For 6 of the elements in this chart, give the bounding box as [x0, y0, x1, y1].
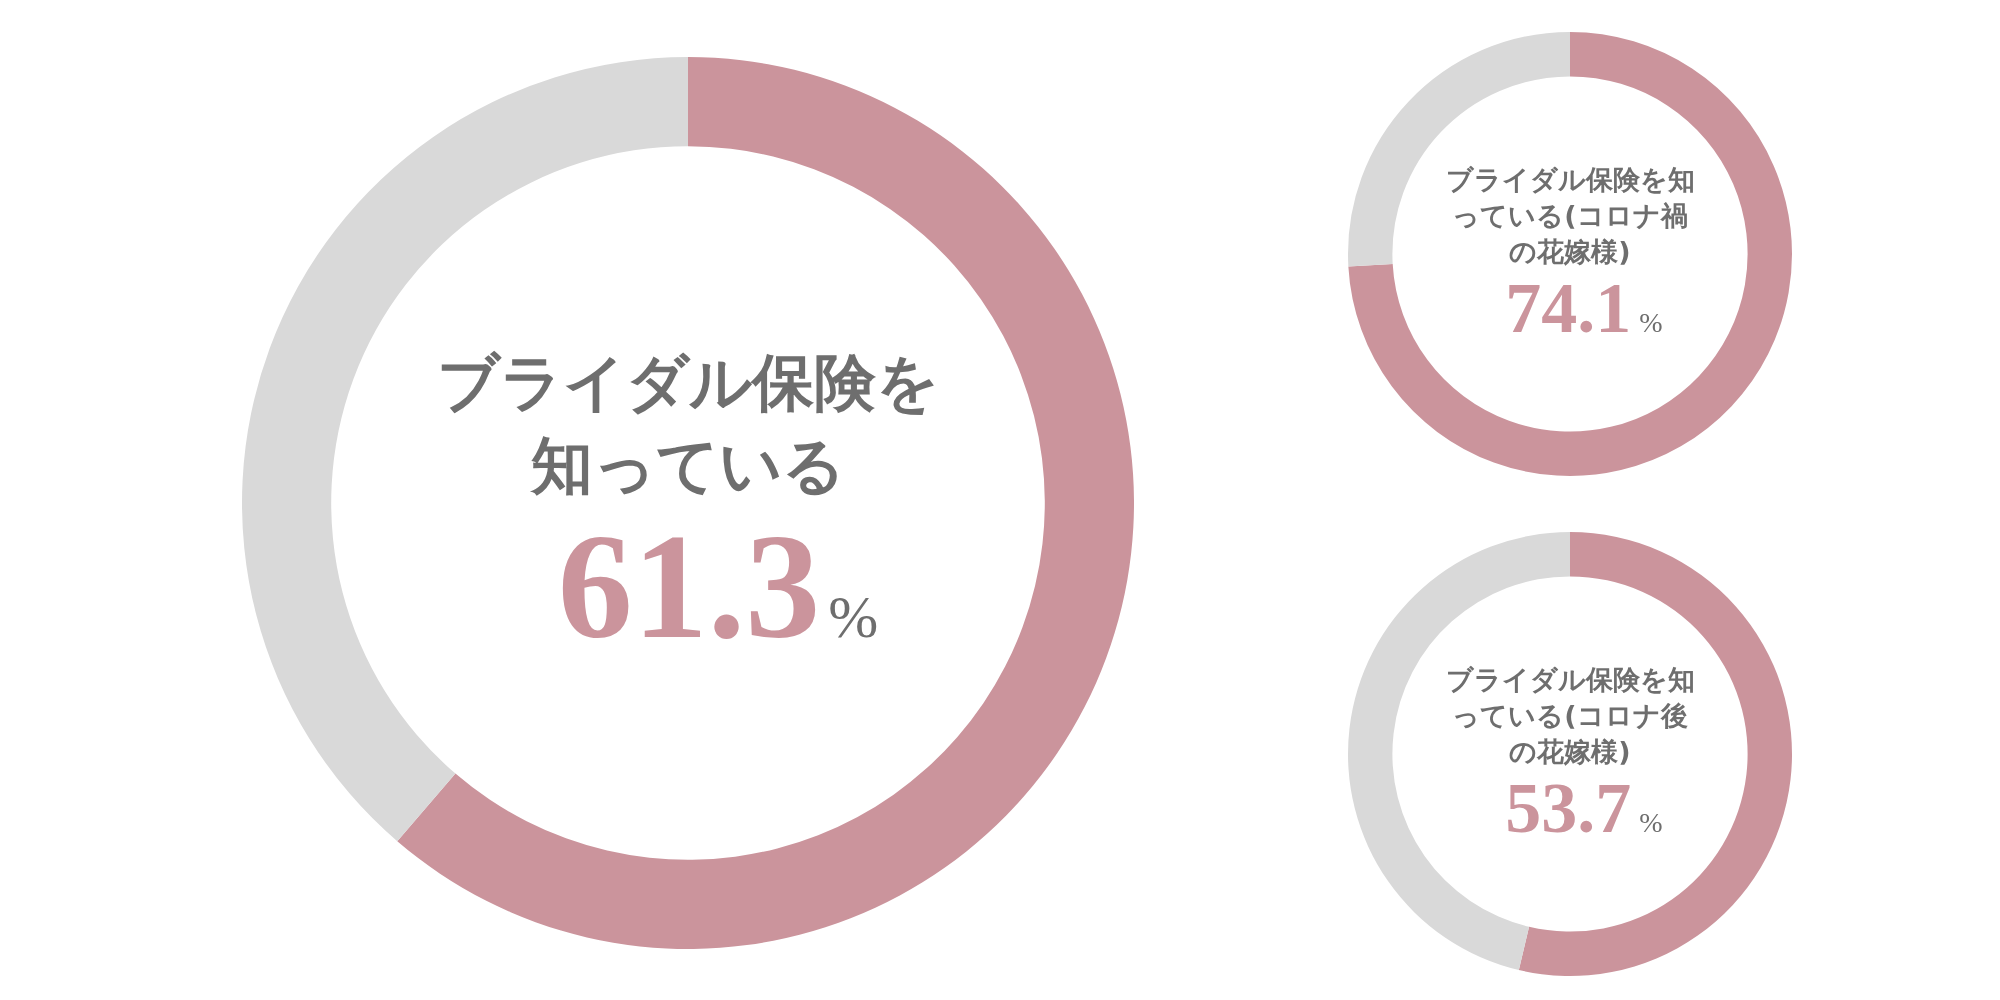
data-label: 74.1% — [1505, 267, 1663, 348]
text: ブライダル保険を知っている(コロナ禍の花嫁様) — [1445, 163, 1695, 268]
text: ブライダル保険を知っている — [437, 345, 939, 503]
text: ブライダル保険を知っている(コロナ後の花嫁様) — [1445, 663, 1695, 768]
data-label: 61.3% — [557, 502, 879, 669]
data-label: 53.7% — [1505, 767, 1663, 848]
